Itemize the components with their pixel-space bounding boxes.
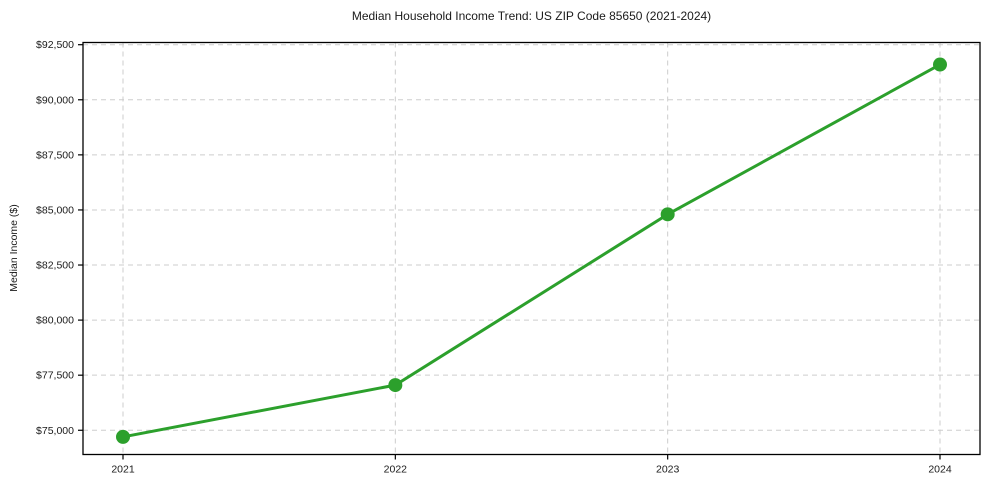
- y-tick-label: $75,000: [36, 425, 74, 437]
- y-tick-label: $85,000: [36, 204, 74, 216]
- chart-title: Median Household Income Trend: US ZIP Co…: [351, 9, 712, 23]
- data-point-2022: [388, 378, 403, 393]
- y-tick-label: $87,500: [36, 149, 74, 161]
- x-tick-label: 2021: [111, 464, 135, 476]
- data-point-2023: [660, 207, 675, 222]
- data-point-2024: [933, 57, 947, 72]
- x-tick-label: 2022: [384, 464, 408, 476]
- plot-frame: [82, 41, 981, 456]
- y-tick-label: $90,000: [36, 94, 74, 106]
- y-tick-label: $92,500: [36, 39, 74, 51]
- y-tick-label: $80,000: [36, 315, 74, 327]
- y-tick-label: $77,500: [36, 370, 74, 382]
- y-tick-label: $82,500: [36, 260, 74, 272]
- data-point-2021: [116, 429, 130, 444]
- x-tick-label: 2024: [928, 464, 952, 476]
- x-tick-label: 2023: [656, 464, 680, 476]
- income-trend-line: [121, 63, 942, 439]
